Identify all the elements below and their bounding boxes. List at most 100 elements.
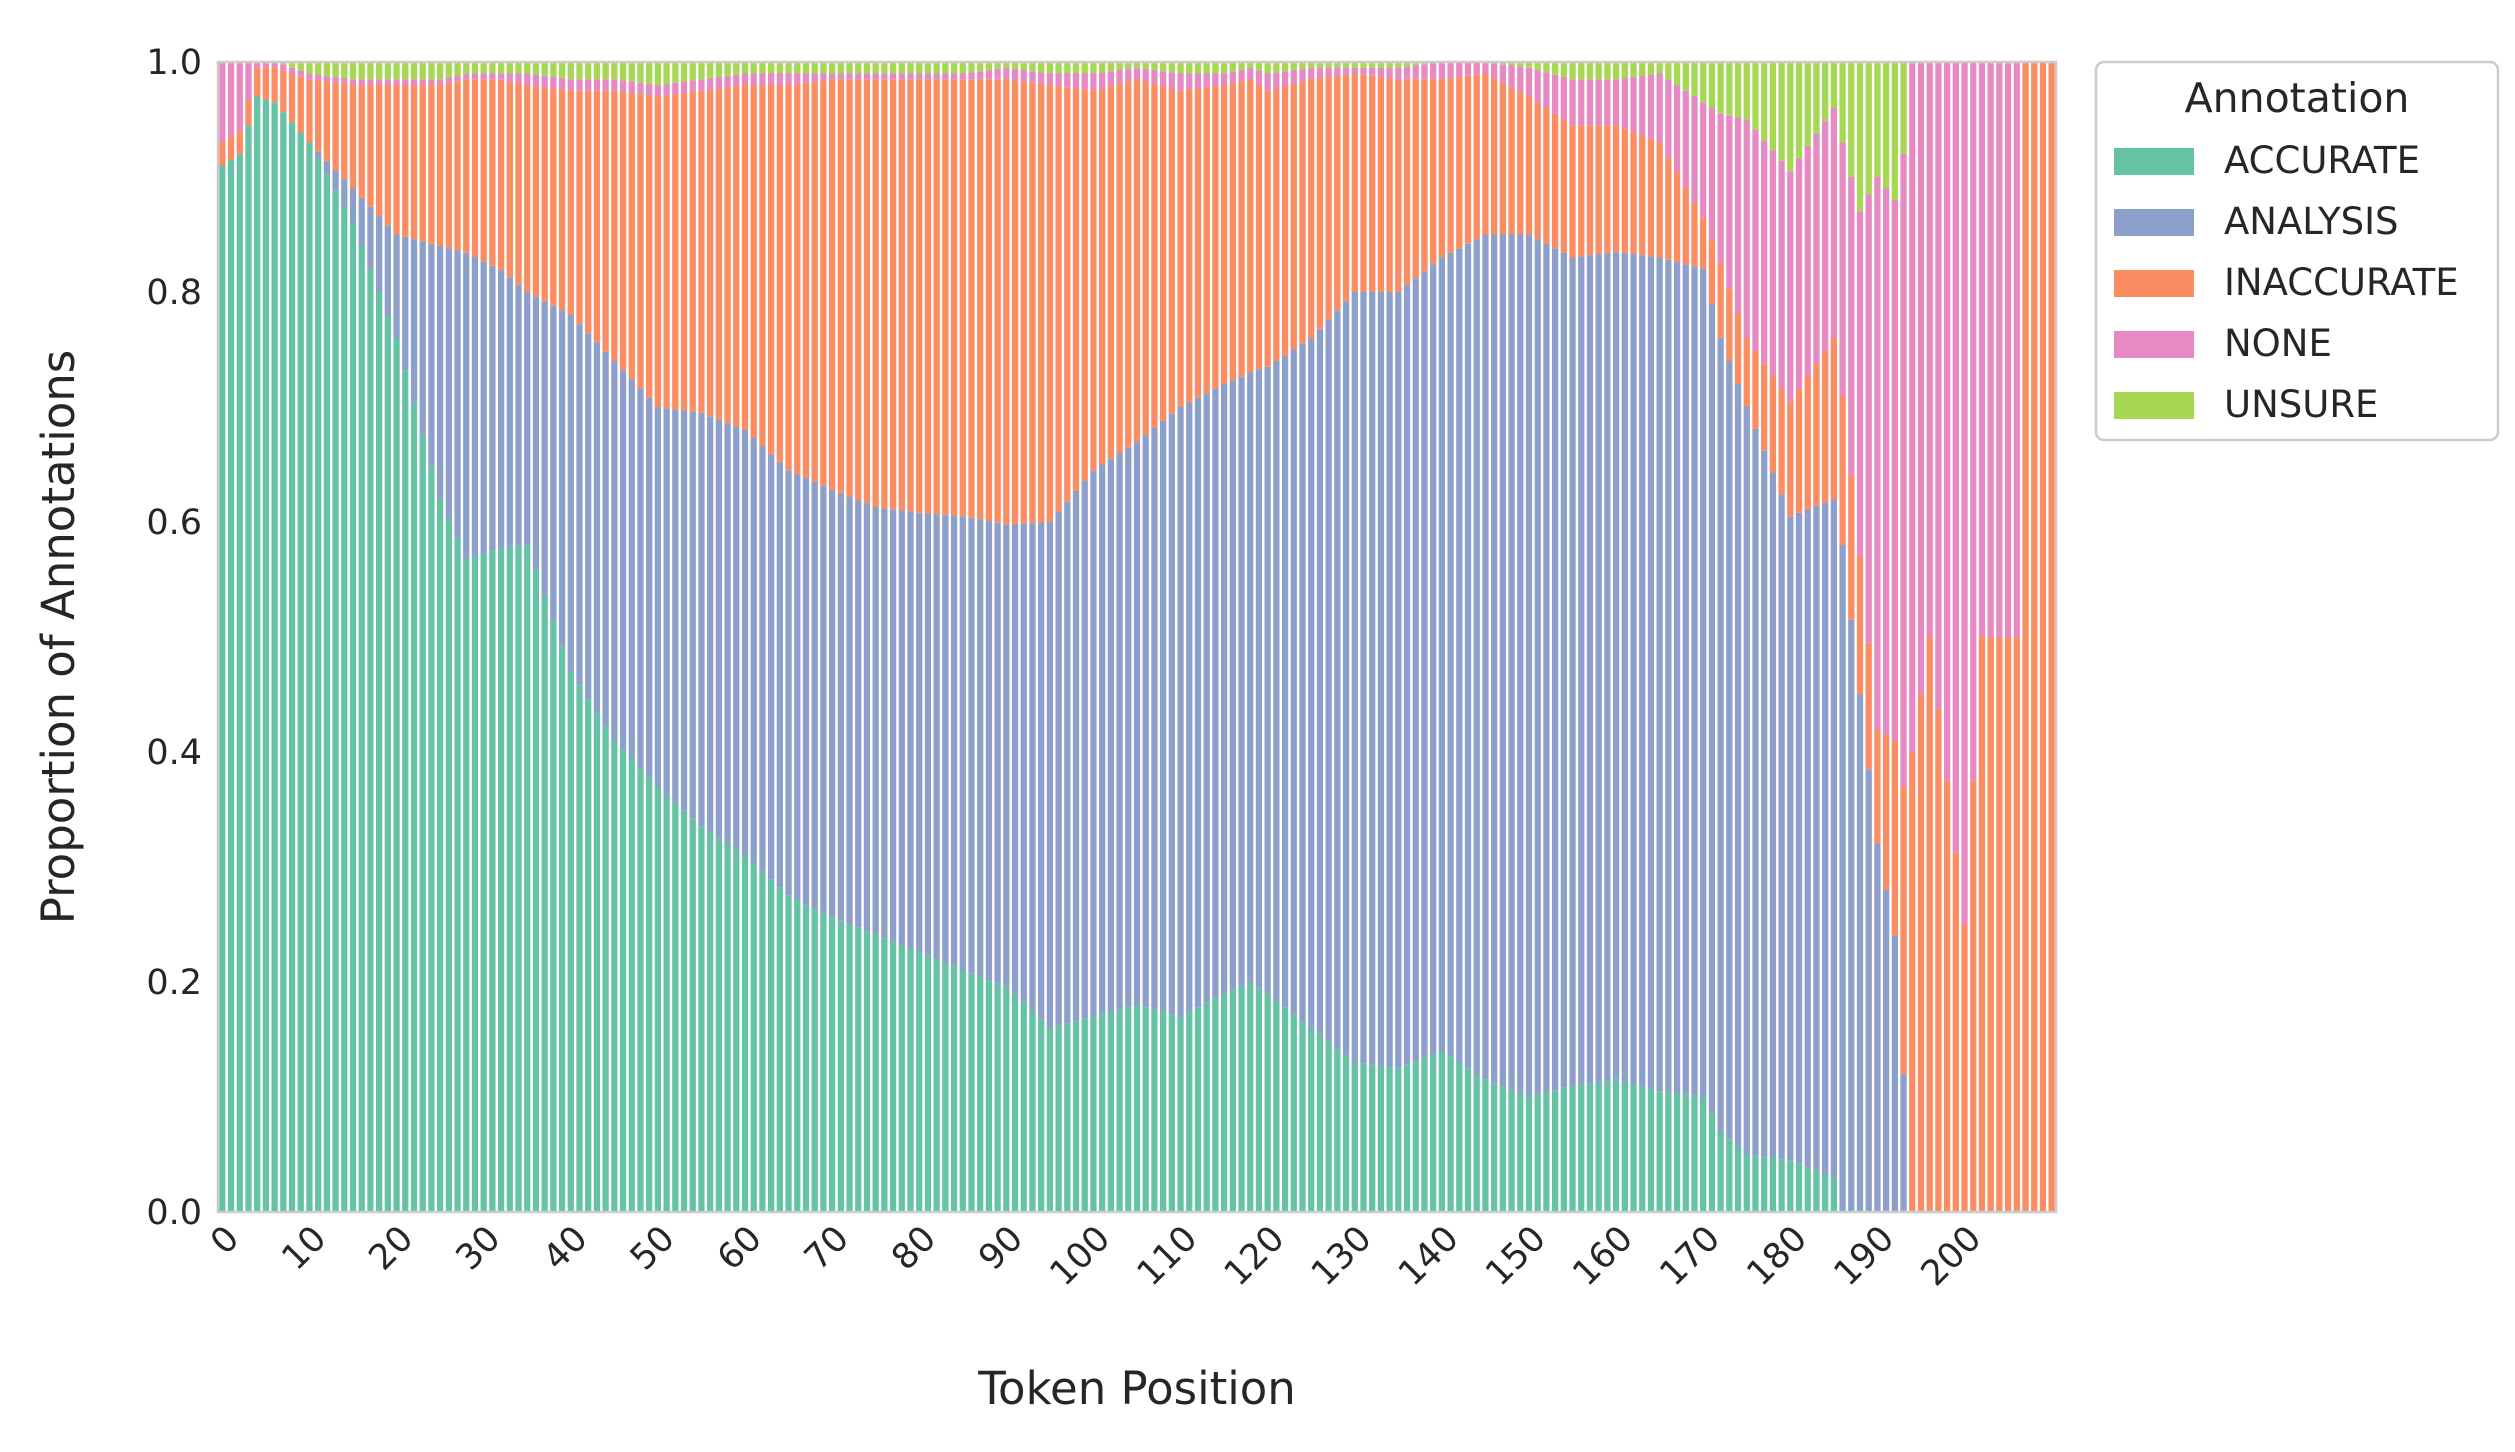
bar-segment-analysis-186 [1839, 545, 1846, 1212]
bar-segment-accurate-147 [1499, 1086, 1506, 1212]
bar-segment-inaccurate-74 [863, 79, 871, 504]
bar-segment-analysis-156 [1578, 256, 1585, 1085]
bar-segment-inaccurate-108 [1160, 86, 1167, 421]
bar-segment-none-59 [733, 74, 740, 87]
bar-segment-accurate-153 [1551, 1090, 1559, 1212]
x-axis-label: Token Position [977, 1362, 1296, 1415]
bar-segment-analysis-73 [855, 500, 862, 928]
bar-segment-inaccurate-67 [802, 82, 810, 478]
bar-segment-analysis-136 [1403, 285, 1411, 1065]
bar-segment-none-96 [1055, 73, 1062, 87]
bar-segment-inaccurate-77 [889, 79, 897, 510]
bar-segment-inaccurate-125 [1308, 79, 1315, 338]
bar-segment-inaccurate-113 [1203, 87, 1210, 394]
bar-segment-none-4 [254, 62, 261, 68]
bar-segment-accurate-32 [497, 547, 505, 1212]
bar-segment-accurate-21 [402, 370, 409, 1212]
bar-segment-analysis-33 [506, 277, 513, 547]
bar-segment-inaccurate-168 [1682, 187, 1689, 265]
bar-segment-accurate-31 [489, 550, 496, 1212]
x-tick-label: 190 [1827, 1219, 1903, 1295]
bar-segment-unsure-70 [828, 62, 836, 74]
bar-segment-analysis-74 [863, 503, 871, 932]
bar-segment-accurate-81 [924, 955, 932, 1212]
bar-segment-analysis-12 [323, 160, 331, 175]
bar-segment-unsure-133 [1377, 62, 1385, 68]
bar-segment-none-194 [1909, 62, 1916, 752]
bar-segment-accurate-87 [977, 976, 984, 1212]
bar-segment-accurate-2 [236, 154, 243, 1213]
bar-segment-inaccurate-63 [768, 85, 775, 455]
bar-segment-accurate-174 [1734, 1146, 1742, 1212]
bar-segment-analysis-25 [436, 246, 444, 499]
bar-segment-inaccurate-136 [1403, 79, 1411, 286]
bar-segment-unsure-19 [384, 62, 391, 80]
bar-segment-none-81 [924, 73, 932, 80]
bar-segment-accurate-22 [410, 402, 418, 1212]
bar-segment-inaccurate-23 [419, 85, 426, 242]
bar-segment-none-119 [1255, 70, 1263, 86]
bar-segment-unsure-59 [733, 62, 740, 75]
bar-segment-unsure-50 [654, 62, 662, 85]
bar-segment-none-116 [1229, 71, 1236, 84]
bar-segment-accurate-69 [820, 912, 827, 1212]
bar-segment-none-185 [1830, 108, 1838, 338]
legend-frame [2094, 60, 2500, 442]
bar-segment-none-160 [1612, 79, 1620, 126]
bar-segment-none-51 [663, 83, 670, 96]
bar-segment-unsure-100 [1090, 62, 1097, 74]
bar-segment-inaccurate-198 [1943, 780, 1951, 1212]
bar-segment-accurate-98 [1072, 1021, 1080, 1212]
bar-segment-accurate-58 [724, 844, 731, 1212]
bar-segment-inaccurate-185 [1830, 338, 1838, 499]
bar-segment-unsure-134 [1386, 62, 1393, 68]
bar-segment-unsure-179 [1778, 62, 1785, 161]
bar-segment-accurate-67 [802, 904, 810, 1212]
bar-segment-analysis-112 [1194, 397, 1202, 1008]
bar-segment-none-189 [1865, 194, 1872, 643]
bar-segment-inaccurate-112 [1194, 88, 1202, 398]
bar-segment-unsure-169 [1691, 62, 1698, 97]
bar-segment-accurate-131 [1360, 1063, 1367, 1212]
bar-segment-analysis-132 [1369, 292, 1376, 1065]
bar-segment-inaccurate-66 [794, 83, 801, 475]
bar-segment-accurate-4 [254, 96, 261, 1212]
bar-segment-none-31 [489, 73, 496, 80]
bar-segment-none-42 [585, 79, 592, 91]
bar-segment-analysis-175 [1743, 407, 1750, 1155]
bar-segment-inaccurate-65 [785, 85, 792, 471]
bar-segment-accurate-125 [1308, 1028, 1315, 1212]
bar-segment-inaccurate-52 [672, 94, 679, 410]
bar-segment-none-103 [1116, 70, 1123, 84]
bar-segment-accurate-9 [297, 132, 304, 1213]
bar-segment-inaccurate-140 [1438, 79, 1446, 258]
bar-segment-inaccurate-88 [985, 79, 993, 522]
bar-segment-analysis-84 [950, 515, 958, 967]
bar-segment-none-152 [1543, 72, 1550, 108]
bar-segment-analysis-113 [1203, 393, 1210, 1003]
bar-segment-inaccurate-202 [1978, 637, 1986, 1212]
bar-segment-unsure-92 [1020, 62, 1027, 71]
bar-segment-accurate-117 [1238, 985, 1245, 1212]
bar-segment-none-115 [1220, 73, 1228, 85]
bar-segment-analysis-80 [916, 512, 923, 952]
bar-segment-accurate-126 [1316, 1034, 1324, 1212]
bar-segment-none-154 [1560, 76, 1567, 120]
bar-segment-inaccurate-171 [1708, 240, 1716, 304]
x-tick-label: 160 [1565, 1219, 1641, 1295]
bar-segment-unsure-155 [1569, 62, 1576, 80]
bar-segment-inaccurate-120 [1264, 90, 1271, 367]
bar-segment-unsure-187 [1848, 62, 1855, 177]
bar-segment-inaccurate-89 [994, 79, 1001, 523]
bar-segment-accurate-46 [619, 749, 627, 1212]
bar-segment-none-113 [1203, 73, 1210, 88]
bar-segment-unsure-72 [846, 62, 853, 74]
bar-segment-accurate-99 [1081, 1018, 1088, 1212]
bar-segment-inaccurate-69 [820, 80, 827, 486]
bar-segment-none-127 [1325, 67, 1332, 77]
bar-segment-analysis-22 [410, 239, 418, 403]
bar-segment-inaccurate-39 [558, 89, 566, 311]
bar-segment-accurate-38 [550, 620, 557, 1212]
bar-segment-none-24 [428, 79, 435, 85]
bar-segment-accurate-139 [1430, 1054, 1437, 1212]
